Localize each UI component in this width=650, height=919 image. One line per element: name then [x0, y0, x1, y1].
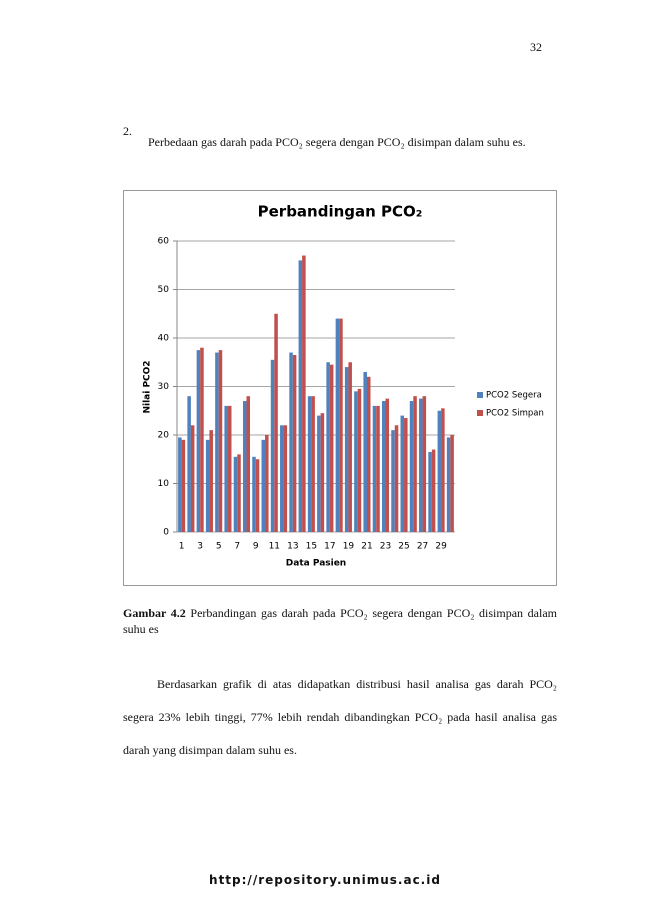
bar	[187, 396, 191, 532]
y-tick-label: 0	[163, 528, 169, 538]
bar	[413, 396, 417, 532]
x-tick-label: 11	[269, 542, 280, 552]
y-tick-label: 20	[158, 431, 170, 441]
bar	[450, 435, 454, 532]
bar	[209, 430, 213, 532]
bar	[178, 437, 182, 532]
bar	[261, 439, 266, 532]
x-axis-label: Data Pasien	[286, 559, 346, 569]
legend-label: PCO2 Segera	[486, 391, 542, 401]
bar	[335, 318, 340, 532]
x-tick-label: 1	[179, 542, 185, 552]
bar	[437, 410, 442, 532]
x-tick-label: 25	[398, 542, 409, 552]
bar	[422, 396, 427, 532]
x-tick-label: 7	[234, 542, 240, 552]
bar	[381, 401, 386, 532]
x-tick-label: 23	[380, 542, 391, 552]
bar	[348, 362, 352, 532]
bar	[255, 459, 260, 532]
x-tick-label: 13	[287, 542, 298, 552]
bar	[265, 435, 269, 532]
bar	[339, 318, 343, 532]
bar	[446, 437, 451, 532]
y-tick-label: 50	[158, 285, 170, 295]
bar	[441, 408, 445, 532]
bar	[428, 451, 432, 532]
x-tick-label: 3	[197, 542, 203, 552]
bar	[283, 425, 288, 532]
x-tick-label: 9	[253, 542, 259, 552]
bar	[205, 439, 210, 532]
bar	[409, 401, 414, 532]
bar	[224, 405, 228, 532]
x-tick-label: 15	[306, 542, 317, 552]
bar	[289, 352, 293, 532]
bar	[320, 413, 325, 532]
item-number: 2.	[123, 124, 132, 138]
bar	[363, 371, 367, 532]
bar	[376, 405, 380, 532]
x-tick-label: 27	[417, 542, 428, 552]
bar	[246, 396, 251, 532]
bar	[298, 260, 303, 532]
bar	[237, 454, 241, 532]
bar	[215, 352, 219, 532]
bar	[344, 367, 349, 532]
bar	[242, 401, 247, 532]
legend-swatch	[477, 392, 483, 398]
y-tick-label: 40	[158, 334, 170, 344]
item-text: Perbedaan gas darah pada PCO₂ segera den…	[148, 135, 526, 149]
chart-title: Perbandingan PCO₂	[258, 203, 423, 221]
y-axis-label: Nilai PCO2	[143, 360, 153, 413]
bar	[400, 415, 405, 532]
bar	[385, 398, 390, 532]
bar	[190, 425, 195, 532]
y-tick-label: 30	[158, 382, 170, 392]
x-tick-label: 5	[216, 542, 222, 552]
bar	[227, 405, 232, 532]
bar	[181, 439, 186, 532]
caption: Gambar 4.2 Perbandingan gas darah pada P…	[123, 605, 557, 637]
caption-text: Perbandingan gas darah pada PCO₂ segera …	[123, 606, 558, 636]
bar	[366, 376, 371, 532]
legend-swatch	[477, 410, 483, 416]
x-tick-label: 21	[361, 542, 372, 552]
footer: http://repository.unimus.ac.id	[209, 873, 441, 887]
bar	[391, 430, 395, 532]
chart: Perbandingan PCO₂ Nilai PCO2 Data Pasien…	[123, 190, 557, 586]
bar	[372, 405, 377, 532]
paragraph: Berdasarkan grafik di atas didapatkan di…	[123, 677, 557, 757]
x-tick-label: 19	[343, 542, 355, 552]
bar	[329, 364, 334, 532]
caption-label: Gambar 4.2	[123, 606, 186, 620]
bar	[419, 398, 423, 532]
y-tick-label: 10	[158, 479, 170, 489]
bar	[196, 350, 201, 532]
bar	[357, 388, 362, 532]
bar	[311, 396, 315, 532]
x-tick-label: 29	[435, 542, 447, 552]
bar	[218, 350, 223, 532]
legend-label: PCO2 Simpan	[486, 409, 544, 419]
y-tick-label: 60	[158, 237, 170, 247]
bar	[280, 425, 284, 532]
x-tick-label: 17	[324, 542, 335, 552]
bar	[317, 415, 321, 532]
bar	[274, 313, 278, 532]
bar	[252, 456, 256, 532]
bar	[354, 391, 358, 532]
bar	[431, 449, 436, 532]
bar	[404, 418, 408, 532]
bar	[394, 425, 399, 532]
bar	[292, 354, 297, 532]
bar	[307, 396, 312, 532]
bar	[326, 362, 330, 532]
bar	[200, 347, 204, 532]
bar	[270, 359, 275, 532]
bar	[302, 255, 306, 533]
bar	[233, 456, 238, 532]
page-number: 32	[530, 40, 542, 54]
